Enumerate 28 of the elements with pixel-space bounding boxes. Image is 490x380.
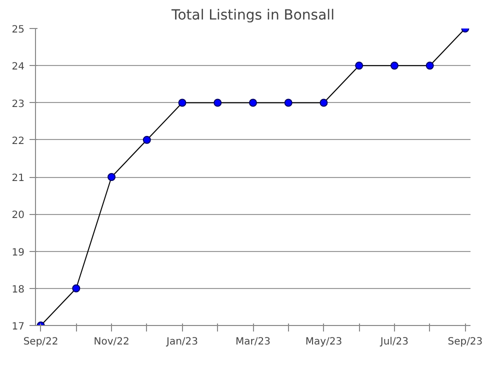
y-tick-label: 19	[12, 247, 25, 258]
point	[108, 173, 116, 181]
point	[178, 98, 186, 107]
y-tick-label: 18	[12, 284, 25, 296]
x-tick-label: Jan/23	[166, 336, 198, 348]
point	[320, 98, 328, 107]
point	[426, 62, 434, 70]
y-tick-label: 25	[12, 24, 25, 36]
x-tick-label: Nov/22	[94, 336, 130, 348]
point	[214, 98, 222, 107]
x-tick-label: May/23	[305, 336, 342, 348]
point	[284, 98, 292, 107]
point	[142, 136, 151, 144]
x-tick-label: Sep/22	[23, 336, 58, 348]
x-tick-label: Jul/23	[379, 336, 409, 348]
point	[355, 62, 364, 70]
y-tick-label: 20	[12, 210, 25, 222]
y-tick-label: 24	[12, 62, 25, 73]
point	[72, 284, 80, 292]
y-tick-label: 17	[12, 322, 25, 332]
y-tick-label: 21	[12, 173, 25, 184]
point	[390, 62, 398, 70]
point	[249, 98, 257, 107]
chart-title: Total Listings in Bonsall	[170, 8, 334, 24]
x-tick-label: Sep/23	[448, 336, 483, 348]
y-tick-label: 23	[12, 98, 25, 110]
x-tick-label: Mar/23	[236, 336, 270, 348]
y-tick-label: 22	[12, 136, 25, 147]
